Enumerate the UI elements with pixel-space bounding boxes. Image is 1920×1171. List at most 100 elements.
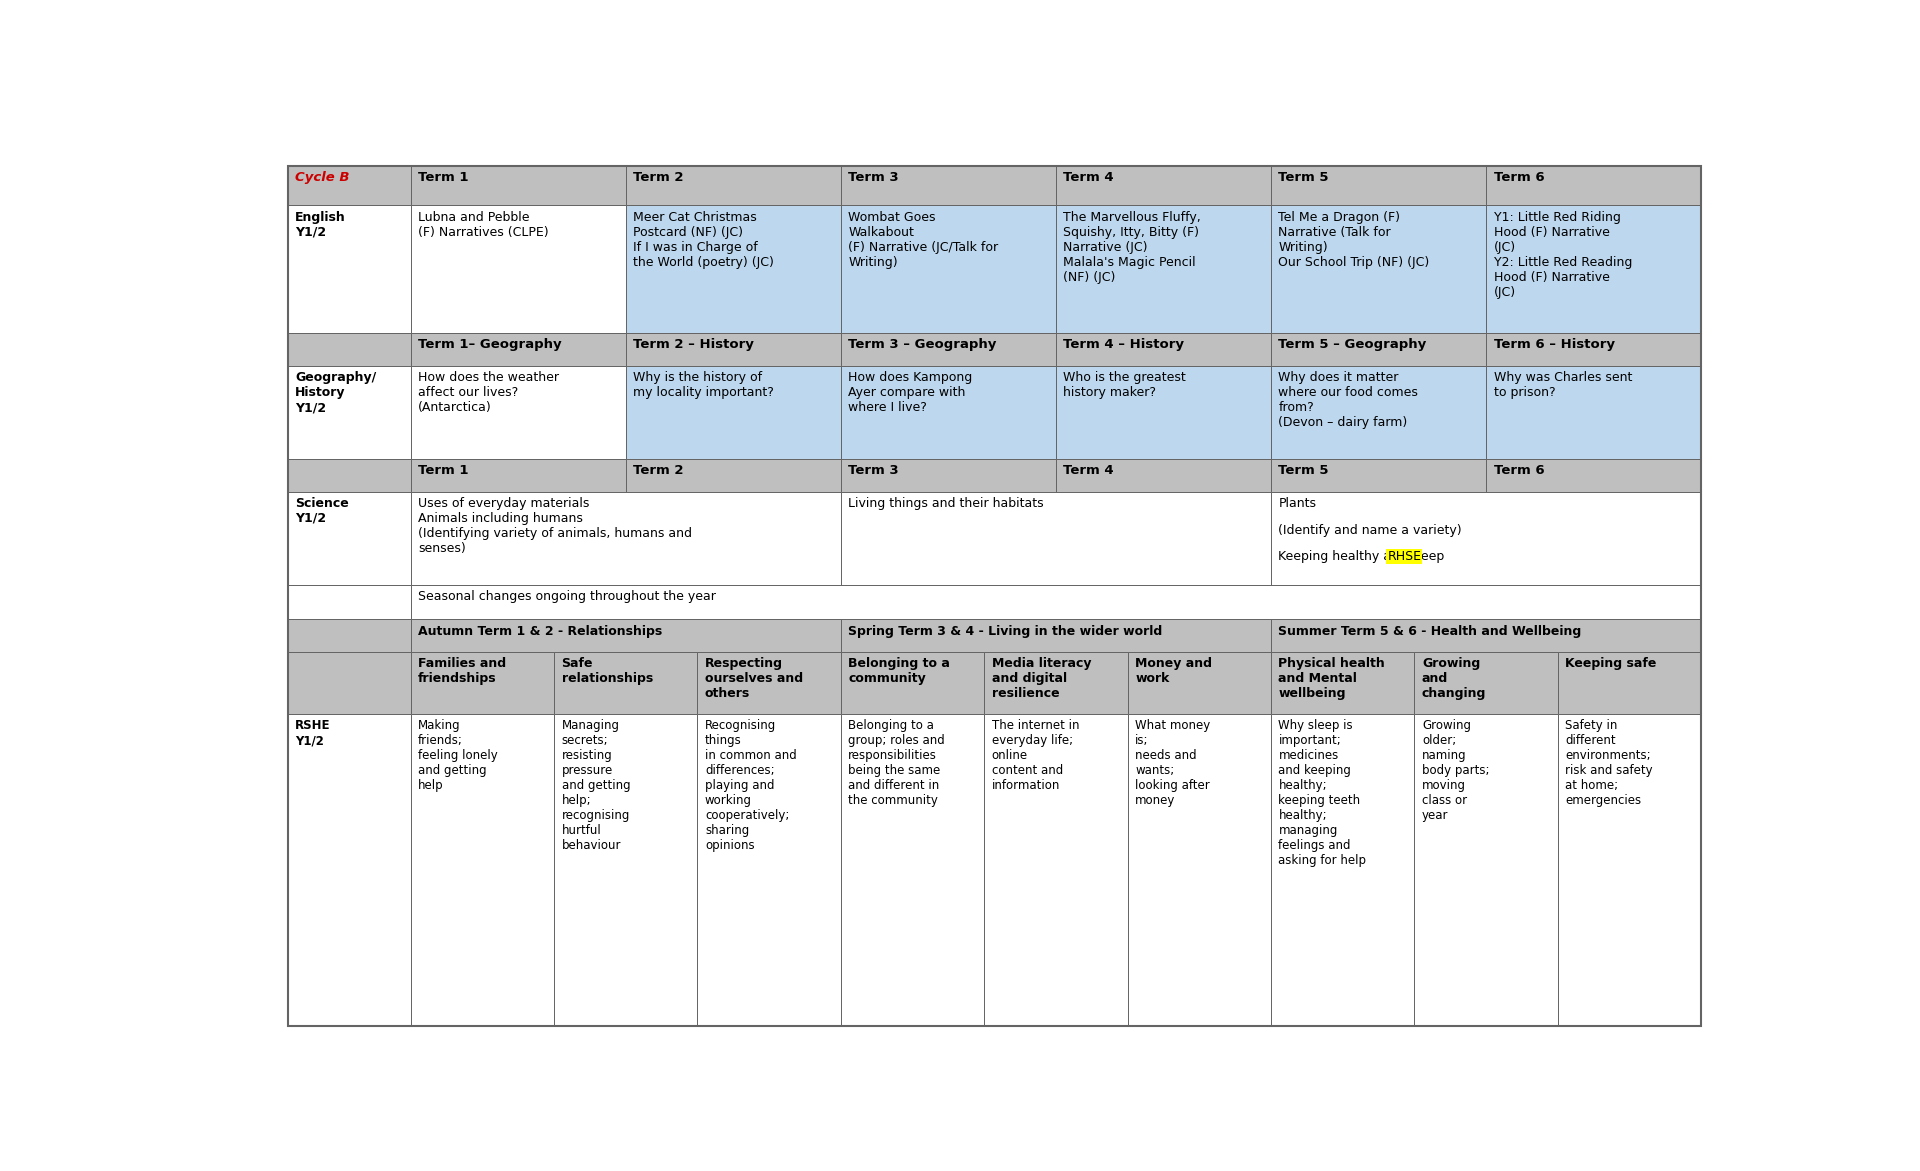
Bar [1271,205,1486,333]
Text: Families and
friendships: Families and friendships [419,657,507,685]
Text: Y1: Little Red Riding
Hood (F) Narrative
(JC)
Y2: Little Red Reading
Hood (F) Na: Y1: Little Red Riding Hood (F) Narrative… [1494,211,1632,299]
Text: Why does it matter
where our food comes
from?
(Devon – dairy farm): Why does it matter where our food comes … [1279,371,1419,429]
Bar [411,365,626,459]
Text: Making
friends;
feeling lonely
and getting
help: Making friends; feeling lonely and getti… [419,719,497,793]
Text: Term 1– Geography: Term 1– Geography [419,338,563,351]
Text: Uses of everyday materials
Animals including humans
(Identifying variety of anim: Uses of everyday materials Animals inclu… [419,497,693,555]
Text: How does the weather
affect our lives?
(Antarctica): How does the weather affect our lives? (… [419,371,559,415]
Text: Money and
work: Money and work [1135,657,1212,685]
Bar [841,619,1271,652]
Bar [841,714,985,1026]
Bar [841,166,1056,205]
Bar [1271,619,1701,652]
Text: Who is the greatest
history maker?: Who is the greatest history maker? [1064,371,1187,399]
Text: Term 2: Term 2 [634,171,684,184]
Text: Plants: Plants [1279,497,1317,511]
Text: The Marvellous Fluffy,
Squishy, Itty, Bitty (F)
Narrative (JC)
Malala's Magic Pe: The Marvellous Fluffy, Squishy, Itty, Bi… [1064,211,1202,283]
Bar [1056,333,1271,365]
Bar [626,333,841,365]
Text: How does Kampong
Ayer compare with
where I live?: How does Kampong Ayer compare with where… [849,371,973,415]
Text: Belonging to a
community: Belonging to a community [849,657,950,685]
Text: Term 1: Term 1 [419,171,468,184]
Bar [1486,205,1701,333]
Bar [841,365,1056,459]
Bar [1486,459,1701,492]
Bar [1271,714,1415,1026]
Text: Why sleep is
important;
medicines
and keeping
healthy;
keeping teeth
healthy;
ma: Why sleep is important; medicines and ke… [1279,719,1367,868]
Text: Why is the history of
my locality important?: Why is the history of my locality import… [634,371,774,399]
Bar [411,166,626,205]
Text: Geography/
History
Y1/2: Geography/ History Y1/2 [296,371,376,415]
Text: Media literacy
and digital
resilience: Media literacy and digital resilience [993,657,1091,700]
Text: Term 6 – History: Term 6 – History [1494,338,1615,351]
Bar [1056,365,1271,459]
Bar [626,166,841,205]
Bar [985,652,1127,714]
Text: Term 2: Term 2 [634,464,684,478]
Bar [288,652,411,714]
Text: RSHE
Y1/2: RSHE Y1/2 [296,719,330,747]
Bar [411,205,626,333]
Text: Why was Charles sent
to prison?: Why was Charles sent to prison? [1494,371,1632,399]
Text: Term 1: Term 1 [419,464,468,478]
Text: Term 3: Term 3 [849,464,899,478]
Bar [985,714,1127,1026]
Text: RHSE: RHSE [1388,550,1421,563]
Bar [1127,652,1271,714]
Bar [697,714,841,1026]
Bar [841,333,1056,365]
Text: Term 5 – Geography: Term 5 – Geography [1279,338,1427,351]
Bar [288,492,411,584]
Bar [288,584,411,619]
Text: The internet in
everyday life;
online
content and
information: The internet in everyday life; online co… [993,719,1079,793]
Text: Living things and their habitats: Living things and their habitats [849,497,1044,511]
Bar [626,365,841,459]
Bar [555,714,697,1026]
Bar [288,166,411,205]
Bar [288,714,411,1026]
Bar [1271,459,1486,492]
Bar [1557,652,1701,714]
Bar [1056,459,1271,492]
Text: Physical health
and Mental
wellbeing: Physical health and Mental wellbeing [1279,657,1384,700]
Bar [1557,714,1701,1026]
Bar [626,459,841,492]
Text: Keeping healthy and sleep: Keeping healthy and sleep [1279,550,1450,563]
Bar [288,205,411,333]
Bar [411,652,555,714]
Bar [1271,166,1486,205]
Text: Belonging to a
group; roles and
responsibilities
being the same
and different in: Belonging to a group; roles and responsi… [849,719,945,807]
Text: Cycle B: Cycle B [296,171,349,184]
Text: Respecting
ourselves and
others: Respecting ourselves and others [705,657,803,700]
Text: Lubna and Pebble
(F) Narratives (CLPE): Lubna and Pebble (F) Narratives (CLPE) [419,211,549,239]
Bar [1056,205,1271,333]
Text: Recognising
things
in common and
differences;
playing and
working
cooperatively;: Recognising things in common and differe… [705,719,797,852]
Bar [841,459,1056,492]
Bar [1415,714,1557,1026]
Text: Autumn Term 1 & 2 - Relationships: Autumn Term 1 & 2 - Relationships [419,624,662,637]
Text: English
Y1/2: English Y1/2 [296,211,346,239]
Bar [1271,333,1486,365]
Bar [555,652,697,714]
Text: Term 5: Term 5 [1279,171,1329,184]
Bar [841,492,1271,584]
Bar [1271,492,1701,584]
Bar [411,333,626,365]
Text: Safety in
different
environments;
risk and safety
at home;
emergencies: Safety in different environments; risk a… [1565,719,1653,807]
Bar [841,205,1056,333]
Bar [1271,365,1486,459]
Text: Growing
older;
naming
body parts;
moving
class or
year: Growing older; naming body parts; moving… [1423,719,1490,822]
Bar [1127,714,1271,1026]
Bar [1486,166,1701,205]
Text: Tel Me a Dragon (F)
Narrative (Talk for
Writing)
Our School Trip (NF) (JC): Tel Me a Dragon (F) Narrative (Talk for … [1279,211,1430,269]
Text: Summer Term 5 & 6 - Health and Wellbeing: Summer Term 5 & 6 - Health and Wellbeing [1279,624,1582,637]
Bar [288,459,411,492]
Text: Science
Y1/2: Science Y1/2 [296,497,349,525]
Text: What money
is;
needs and
wants;
looking after
money: What money is; needs and wants; looking … [1135,719,1210,807]
Text: Term 2 – History: Term 2 – History [634,338,755,351]
Bar [1486,365,1701,459]
Text: Term 4 – History: Term 4 – History [1064,338,1185,351]
Bar [626,205,841,333]
Bar [411,619,841,652]
Bar [1415,652,1557,714]
